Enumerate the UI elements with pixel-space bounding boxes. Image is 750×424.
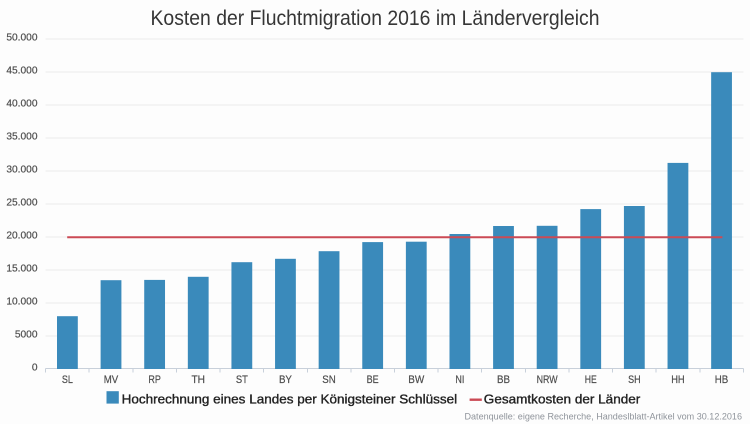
- svg-text:SH: SH: [628, 374, 641, 386]
- svg-text:SN: SN: [322, 374, 336, 386]
- svg-text:BY: BY: [279, 374, 292, 386]
- svg-text:15.000: 15.000: [6, 264, 37, 275]
- svg-text:BW: BW: [408, 374, 424, 386]
- svg-text:45.000: 45.000: [6, 66, 37, 77]
- svg-text:MV: MV: [104, 374, 119, 386]
- svg-text:Gesamtkosten der Länder: Gesamtkosten der Länder: [484, 392, 641, 406]
- svg-text:BE: BE: [367, 374, 379, 386]
- svg-text:SL: SL: [62, 374, 73, 386]
- svg-text:NRW: NRW: [537, 374, 558, 386]
- svg-text:30.000: 30.000: [6, 165, 37, 176]
- svg-text:0: 0: [32, 363, 38, 374]
- svg-text:50.000: 50.000: [6, 33, 37, 44]
- svg-text:TH: TH: [191, 374, 205, 386]
- svg-text:HH: HH: [671, 374, 685, 386]
- svg-text:ST: ST: [236, 374, 248, 386]
- svg-text:20.000: 20.000: [6, 231, 37, 242]
- svg-text:35.000: 35.000: [6, 132, 37, 143]
- svg-text:25.000: 25.000: [6, 198, 37, 209]
- svg-text:Datenquelle: eigene Recherche,: Datenquelle: eigene Recherche, Handeslbl…: [465, 412, 743, 422]
- svg-text:40.000: 40.000: [6, 99, 37, 110]
- svg-text:NI: NI: [455, 374, 464, 386]
- svg-text:5000: 5000: [15, 330, 38, 341]
- svg-text:BB: BB: [497, 374, 510, 386]
- svg-text:RP: RP: [148, 374, 161, 386]
- svg-text:Kosten der Fluchtmigration 201: Kosten der Fluchtmigration 2016 im Lände…: [151, 6, 600, 30]
- svg-text:10.000: 10.000: [6, 297, 37, 308]
- svg-text:HB: HB: [715, 374, 729, 386]
- svg-text:Hochrechnung eines Landes per: Hochrechnung eines Landes per Königstein…: [122, 392, 458, 406]
- svg-text:HE: HE: [585, 374, 597, 386]
